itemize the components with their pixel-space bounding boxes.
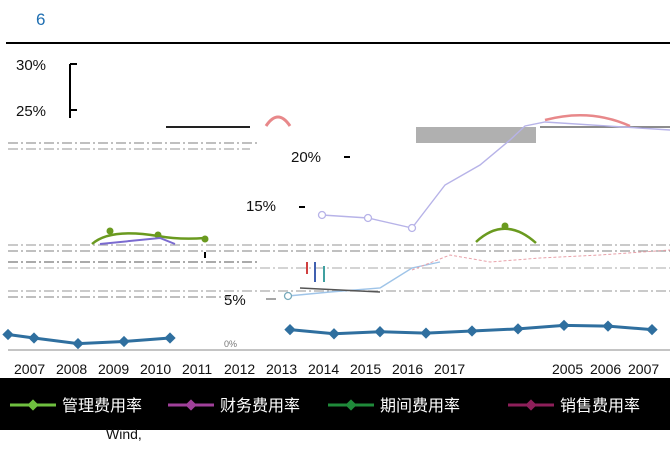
y-tick-label: 30% — [16, 57, 46, 74]
x-tick-label: 2007 — [14, 361, 45, 377]
y-tick-label: 0% — [224, 339, 237, 349]
gray-block — [416, 127, 536, 143]
x-tick-label: 2013 — [266, 361, 297, 377]
legend-marker — [185, 399, 197, 411]
series-line-violet — [321, 121, 670, 229]
y-tick-label: 25% — [16, 103, 46, 120]
legend-label: 销售费用率 — [560, 396, 640, 415]
x-tick-label: 2009 — [98, 361, 129, 377]
x-tick-label: 2006 — [590, 361, 621, 377]
pink-arc — [544, 113, 631, 128]
y-tick-label: 5% — [224, 292, 246, 309]
series-point-blue — [374, 326, 386, 338]
x-tick-label: 2010 — [140, 361, 171, 377]
series-point-blue — [164, 332, 176, 344]
source-note: Wind, — [106, 426, 142, 442]
series-point-green — [201, 235, 209, 243]
series-point-blue — [646, 323, 658, 336]
series-point-violet — [407, 223, 417, 233]
legend-marker — [345, 399, 357, 411]
x-tick-label: 2005 — [552, 361, 583, 377]
x-tick-label: 2007 — [628, 361, 659, 377]
pink-arc — [264, 115, 292, 127]
figure-number: 6 — [36, 10, 46, 29]
series-point-lightblue — [283, 291, 293, 301]
series-point-blue — [512, 323, 524, 335]
series-line-pink-dashed — [411, 249, 670, 271]
legend-label: 期间费用率 — [380, 396, 460, 415]
series-line-dark — [299, 287, 381, 293]
x-tick-label: 2014 — [308, 361, 339, 377]
series-point-green — [501, 222, 509, 230]
x-tick-label: 2012 — [224, 361, 255, 377]
series-point-blue — [558, 319, 570, 332]
series-point-blue — [284, 323, 296, 336]
y-tick-label: 20% — [291, 149, 321, 166]
series-line-purple — [99, 236, 176, 245]
legend-marker — [525, 399, 537, 411]
series-point-violet — [317, 210, 327, 220]
legend-label: 财务费用率 — [220, 396, 300, 415]
series-point-green — [106, 227, 114, 235]
series-point-blue — [466, 325, 478, 337]
series-point-green — [154, 231, 162, 239]
series-point-blue — [328, 328, 340, 340]
legend-label: 管理费用率 — [62, 396, 142, 415]
x-tick-label: 2008 — [56, 361, 87, 377]
series-point-violet — [363, 213, 373, 223]
top-rule — [6, 42, 670, 44]
x-tick-label: 2015 — [350, 361, 381, 377]
x-tick-label: 2016 — [392, 361, 423, 377]
y-tick-label: 15% — [246, 198, 276, 215]
x-tick-label: 2017 — [434, 361, 465, 377]
x-tick-label: 2011 — [182, 361, 212, 377]
series-point-blue — [420, 327, 432, 339]
legend-marker — [27, 399, 39, 411]
series-point-blue — [602, 320, 614, 332]
